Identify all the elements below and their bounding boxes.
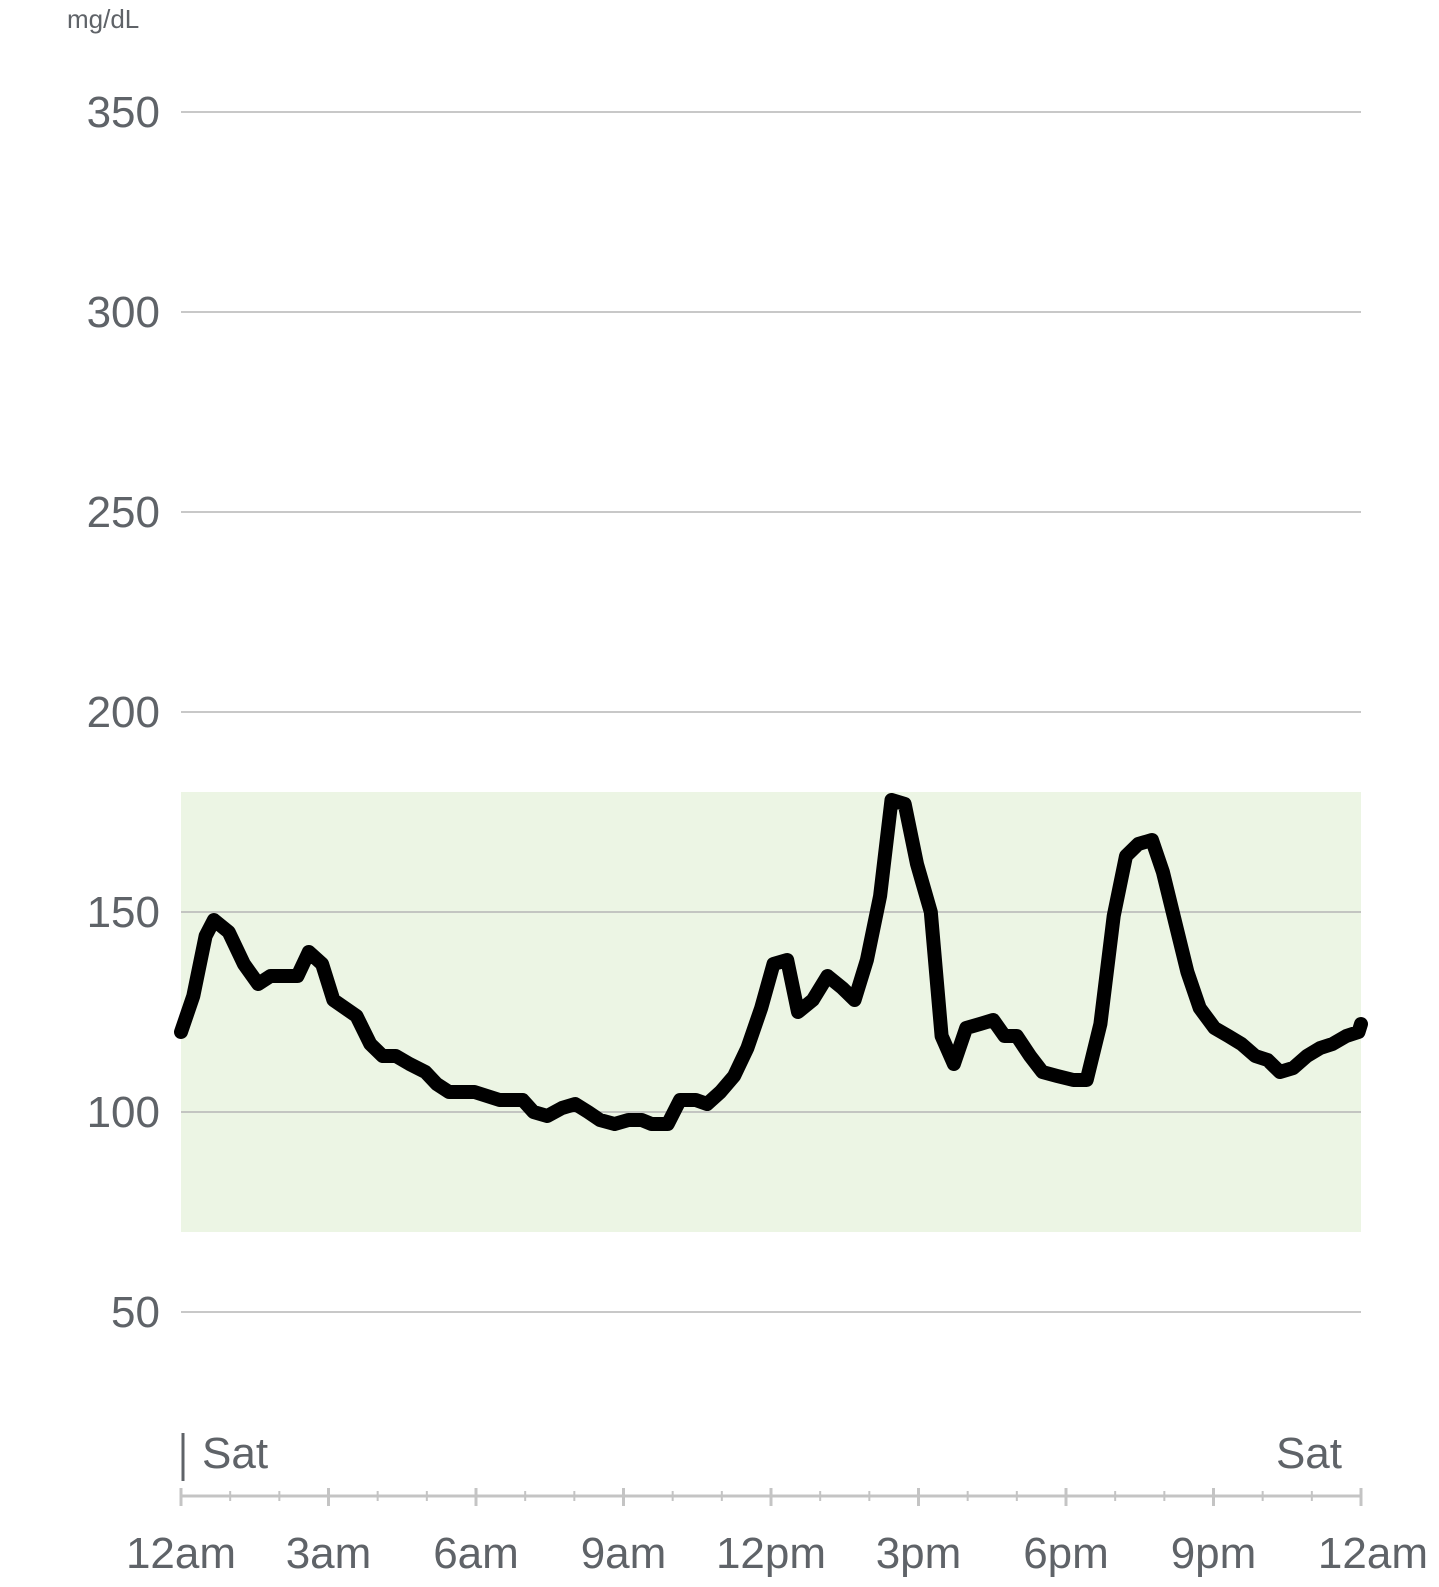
y-tick-label: 50 bbox=[111, 1288, 160, 1337]
x-tick-label: 12am bbox=[1318, 1529, 1428, 1578]
y-tick-label: 100 bbox=[87, 1088, 160, 1137]
x-tick-label: 3am bbox=[286, 1529, 372, 1578]
y-axis-ticks: 350 300 250 200 150 100 50 bbox=[87, 88, 160, 1337]
x-tick-label: 9pm bbox=[1171, 1529, 1257, 1578]
x-tick-label: 9am bbox=[581, 1529, 667, 1578]
x-tick-label: 6am bbox=[433, 1529, 519, 1578]
day-label-end: Sat bbox=[1276, 1429, 1342, 1478]
x-tick-label: 12pm bbox=[716, 1529, 826, 1578]
day-label-start: Sat bbox=[202, 1429, 268, 1478]
y-tick-label: 300 bbox=[87, 288, 160, 337]
y-tick-label: 150 bbox=[87, 888, 160, 937]
x-axis: 12am 3am 6am 9am 12pm 3pm 6pm 9pm 12am bbox=[126, 1488, 1428, 1578]
unit-label: mg/dL bbox=[67, 4, 139, 34]
y-tick-label: 200 bbox=[87, 688, 160, 737]
y-tick-label: 350 bbox=[87, 88, 160, 137]
y-tick-label: 250 bbox=[87, 488, 160, 537]
x-tick-label: 6pm bbox=[1023, 1529, 1109, 1578]
grid-lines bbox=[181, 111, 1361, 1313]
glucose-series-line bbox=[174, 793, 1368, 1131]
day-labels: Sat Sat bbox=[181, 1429, 1342, 1481]
x-tick-label: 12am bbox=[126, 1529, 236, 1578]
x-tick-label: 3pm bbox=[876, 1529, 962, 1578]
